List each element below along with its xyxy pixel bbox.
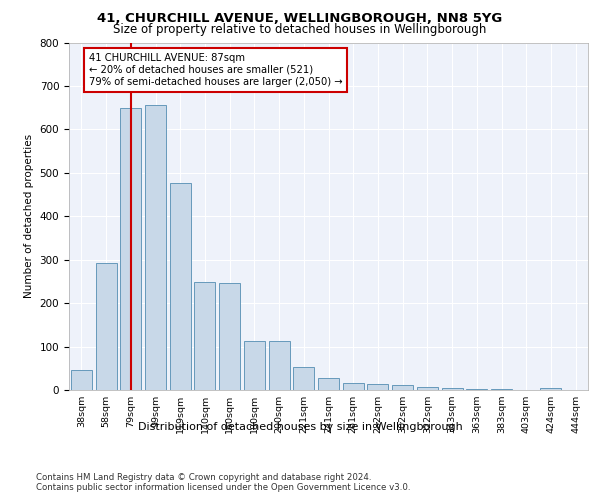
Bar — [343, 384, 364, 390]
Y-axis label: Number of detached properties: Number of detached properties — [24, 134, 34, 298]
Text: Contains public sector information licensed under the Open Government Licence v3: Contains public sector information licen… — [36, 482, 410, 492]
Bar — [219, 282, 240, 390]
Bar — [269, 341, 290, 390]
Text: Contains HM Land Registry data © Crown copyright and database right 2024.: Contains HM Land Registry data © Crown c… — [36, 472, 371, 482]
Bar — [367, 384, 388, 390]
Bar — [318, 378, 339, 390]
Bar — [145, 104, 166, 390]
Bar — [244, 341, 265, 390]
Bar — [120, 108, 141, 390]
Bar — [491, 389, 512, 390]
Text: Distribution of detached houses by size in Wellingborough: Distribution of detached houses by size … — [137, 422, 463, 432]
Bar — [170, 183, 191, 390]
Bar — [541, 388, 562, 390]
Bar — [392, 385, 413, 390]
Bar — [442, 388, 463, 390]
Text: Size of property relative to detached houses in Wellingborough: Size of property relative to detached ho… — [113, 22, 487, 36]
Bar — [417, 387, 438, 390]
Text: 41 CHURCHILL AVENUE: 87sqm
← 20% of detached houses are smaller (521)
79% of sem: 41 CHURCHILL AVENUE: 87sqm ← 20% of deta… — [89, 54, 343, 86]
Bar — [194, 282, 215, 390]
Text: 41, CHURCHILL AVENUE, WELLINGBOROUGH, NN8 5YG: 41, CHURCHILL AVENUE, WELLINGBOROUGH, NN… — [97, 12, 503, 26]
Bar — [95, 262, 116, 390]
Bar — [71, 370, 92, 390]
Bar — [466, 388, 487, 390]
Bar — [293, 367, 314, 390]
